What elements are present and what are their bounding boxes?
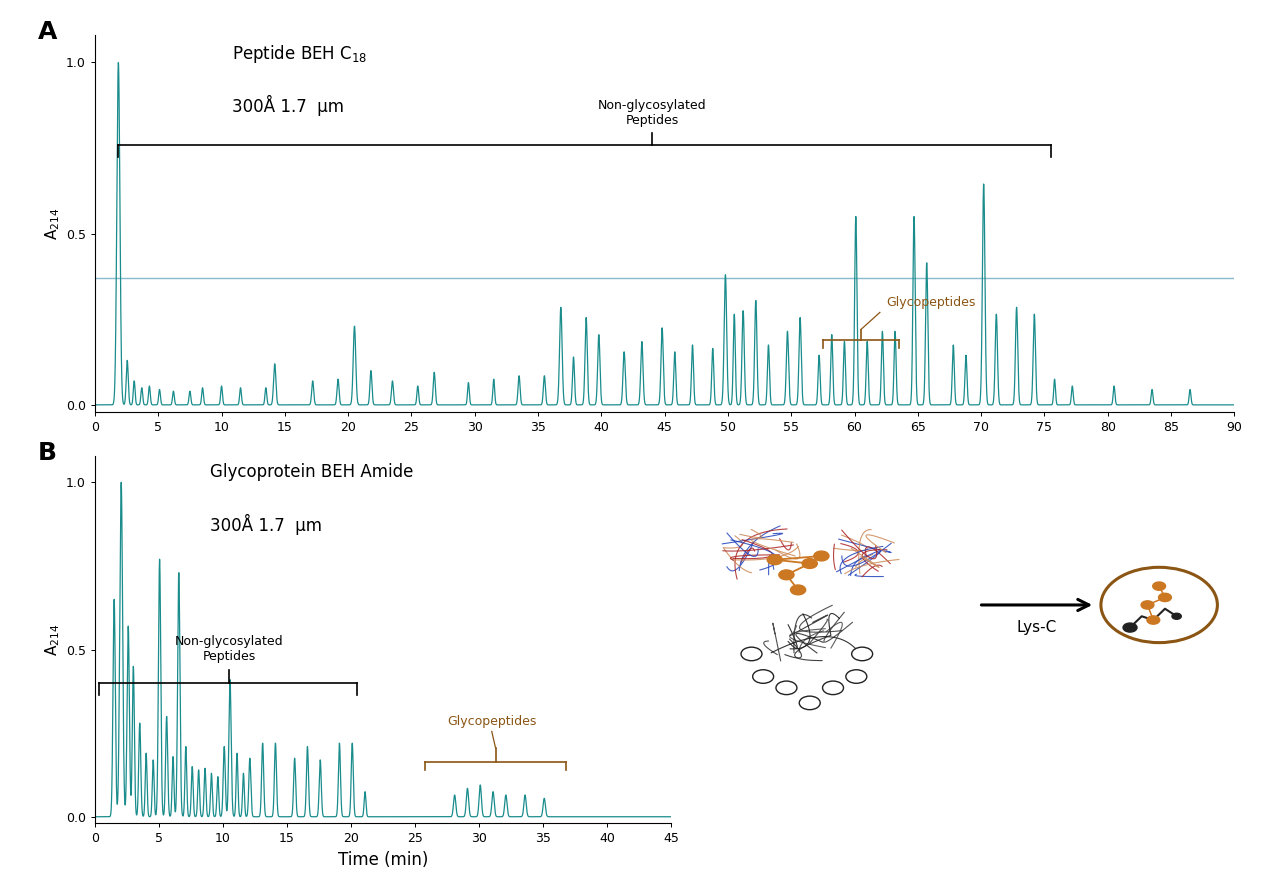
Circle shape [1147,616,1160,625]
Text: B: B [38,441,57,465]
Circle shape [814,551,829,561]
Y-axis label: A$_{214}$: A$_{214}$ [43,208,62,239]
Text: A: A [38,20,57,44]
Circle shape [1172,613,1181,619]
Circle shape [790,585,805,595]
Circle shape [779,570,794,580]
Text: 300Å 1.7  μm: 300Å 1.7 μm [210,514,322,535]
Text: Non-glycosylated
Peptides: Non-glycosylated Peptides [598,100,706,128]
Circle shape [1153,582,1166,590]
Text: Glycopeptides: Glycopeptides [886,296,976,309]
Text: Lys-C: Lys-C [1017,620,1057,635]
Circle shape [767,555,782,565]
Text: Glycoprotein BEH Amide: Glycoprotein BEH Amide [210,463,414,481]
Circle shape [803,559,818,569]
Text: Non-glycosylated
Peptides: Non-glycosylated Peptides [175,635,284,663]
X-axis label: Time (min): Time (min) [338,851,428,869]
Circle shape [1141,601,1153,609]
Y-axis label: A$_{214}$: A$_{214}$ [43,624,62,655]
Text: 300Å 1.7  μm: 300Å 1.7 μm [232,95,343,117]
Circle shape [1158,593,1171,602]
Circle shape [1123,623,1137,632]
Text: Glycopeptides: Glycopeptides [447,715,537,728]
Text: Peptide BEH C$_{18}$: Peptide BEH C$_{18}$ [232,43,367,65]
